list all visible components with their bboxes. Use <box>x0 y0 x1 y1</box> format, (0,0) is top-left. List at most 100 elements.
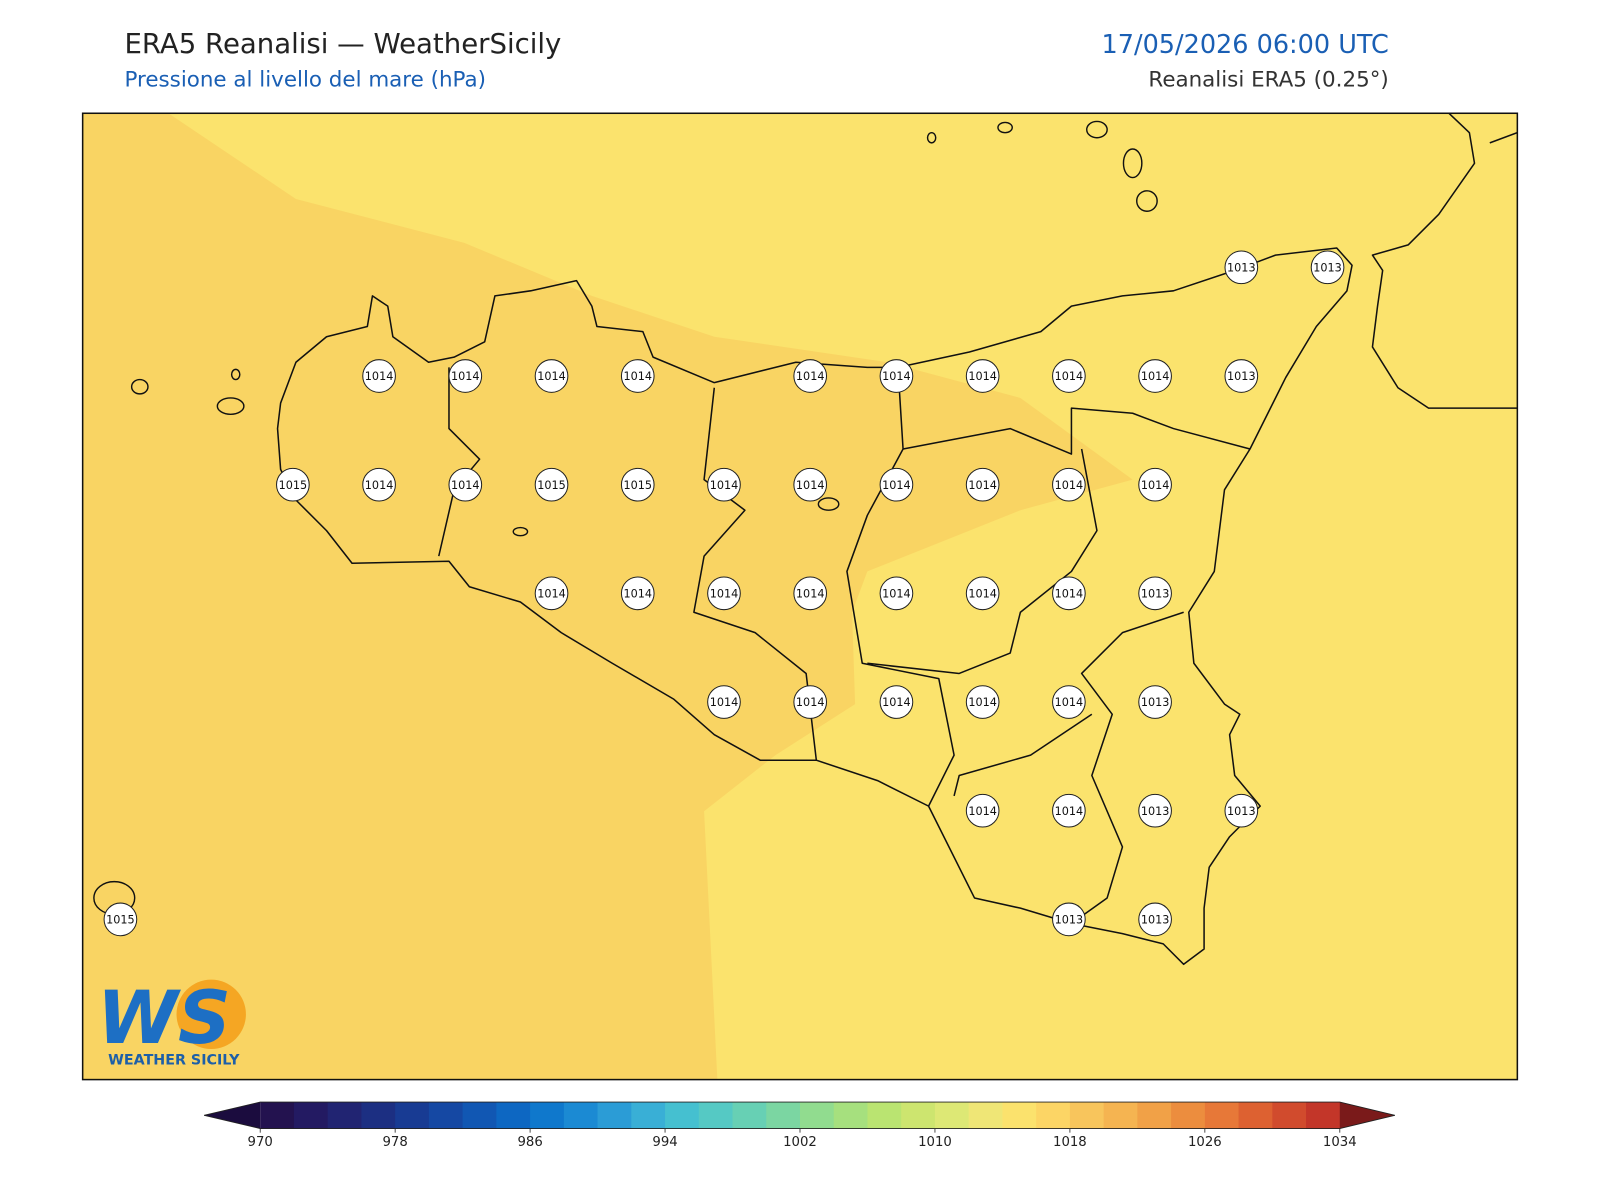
station-value: 1013 <box>1141 696 1170 709</box>
colorbar-segment <box>665 1102 700 1129</box>
station-value: 1014 <box>710 587 739 600</box>
station-value: 1013 <box>1227 261 1256 274</box>
colorbar-segment <box>293 1102 329 1129</box>
datetime: 17/05/2026 06:00 UTC <box>1102 30 1389 60</box>
station-value: 1014 <box>882 696 911 709</box>
station-marker <box>1138 685 1172 719</box>
colorbar-tick-label: 1010 <box>918 1135 952 1150</box>
island <box>926 131 937 144</box>
station-value: 1014 <box>451 479 480 492</box>
station-marker <box>1052 902 1086 937</box>
station-marker <box>1052 793 1086 828</box>
province-border <box>846 367 955 807</box>
station-value: 1014 <box>968 370 997 383</box>
station-value: 1014 <box>796 370 825 383</box>
subtitle: Pressione al livello del mare (hPa) <box>124 68 485 93</box>
colorbar-segment <box>867 1102 902 1129</box>
colorbar-segment <box>1036 1102 1071 1129</box>
station-marker <box>879 467 914 502</box>
colorbar-segment <box>766 1102 801 1129</box>
colorbar-segment <box>597 1102 632 1129</box>
station-marker <box>793 359 828 393</box>
colorbar: 970 978 986 994 1002 1010 1018 1026 1034 <box>203 1101 1395 1150</box>
colorbar-segment <box>260 1102 295 1129</box>
colorbar-tick-label: 1018 <box>1053 1135 1087 1150</box>
colorbar-tick-label: 1026 <box>1188 1135 1222 1150</box>
title: ERA5 Reanalisi — WeatherSicily <box>124 28 561 60</box>
station-marker <box>879 576 914 611</box>
colorbar-segment <box>698 1102 734 1129</box>
station-value: 1015 <box>106 913 135 926</box>
province-border <box>902 407 1251 455</box>
colorbar-segment <box>428 1102 464 1129</box>
colorbar-tick-label: 1002 <box>783 1135 817 1150</box>
station-marker <box>879 685 914 719</box>
stations: 1013 1013 1014 1014 1014 1014 1014 1014 1014 1014… <box>103 250 1345 937</box>
colorbar-segment <box>901 1102 936 1129</box>
station-value: 1014 <box>796 696 825 709</box>
station-marker <box>1052 685 1086 719</box>
colorbar-extend-high <box>1339 1102 1395 1129</box>
station-marker <box>448 359 483 393</box>
station-value: 1014 <box>537 587 566 600</box>
station-value: 1013 <box>1227 370 1256 383</box>
colorbar-tick-label: 986 <box>517 1135 542 1150</box>
field-high <box>82 113 1133 1080</box>
station-marker <box>965 685 1000 719</box>
station-value: 1013 <box>1141 805 1170 818</box>
province-border <box>1070 611 1184 925</box>
map <box>82 113 1518 1080</box>
station-marker <box>965 793 1000 828</box>
station-marker <box>707 685 741 719</box>
colorbar-segment <box>496 1102 531 1129</box>
station-marker <box>1310 250 1345 285</box>
station-marker <box>620 359 655 393</box>
station-marker <box>1052 359 1086 393</box>
station-marker <box>1052 576 1086 611</box>
island <box>817 497 840 511</box>
station-marker <box>1138 467 1172 502</box>
station-value: 1014 <box>710 696 739 709</box>
island <box>230 368 241 381</box>
station-marker <box>793 576 828 611</box>
station-value: 1014 <box>796 587 825 600</box>
province-border <box>953 713 1093 797</box>
station-value: 1013 <box>1227 805 1256 818</box>
station-value: 1014 <box>1141 479 1170 492</box>
station-marker <box>1224 793 1259 828</box>
colorbar-extend-low <box>204 1102 261 1129</box>
station-value: 1014 <box>710 479 739 492</box>
station-marker <box>707 467 741 502</box>
station-marker <box>534 467 569 502</box>
station-value: 1014 <box>968 479 997 492</box>
colorbar-segment <box>1238 1102 1273 1129</box>
colorbar-segment <box>1204 1102 1240 1129</box>
station-value: 1014 <box>882 370 911 383</box>
station-value: 1013 <box>1141 913 1170 926</box>
station-value: 1014 <box>365 370 394 383</box>
colorbar-tick-label: 994 <box>652 1135 677 1150</box>
colorbar-segment <box>833 1102 868 1129</box>
colorbar-segment <box>530 1102 565 1129</box>
station-value: 1014 <box>1055 479 1084 492</box>
station-marker <box>793 685 828 719</box>
colorbar-segment <box>1171 1102 1206 1129</box>
station-value: 1014 <box>623 587 652 600</box>
station-marker <box>1224 250 1259 285</box>
station-marker <box>965 467 1000 502</box>
logo-mark: WS <box>97 976 231 1061</box>
station-value: 1014 <box>968 587 997 600</box>
station-marker <box>103 902 138 937</box>
station-value: 1014 <box>1055 805 1084 818</box>
island <box>216 397 245 415</box>
colorbar-segment <box>1137 1102 1172 1129</box>
island <box>1122 148 1143 179</box>
colorbar-tick-label: 970 <box>248 1135 273 1150</box>
colorbar-segment <box>1069 1102 1105 1129</box>
station-value: 1014 <box>796 479 825 492</box>
station-marker <box>1138 902 1172 937</box>
station-value: 1014 <box>451 370 480 383</box>
station-value: 1014 <box>882 479 911 492</box>
